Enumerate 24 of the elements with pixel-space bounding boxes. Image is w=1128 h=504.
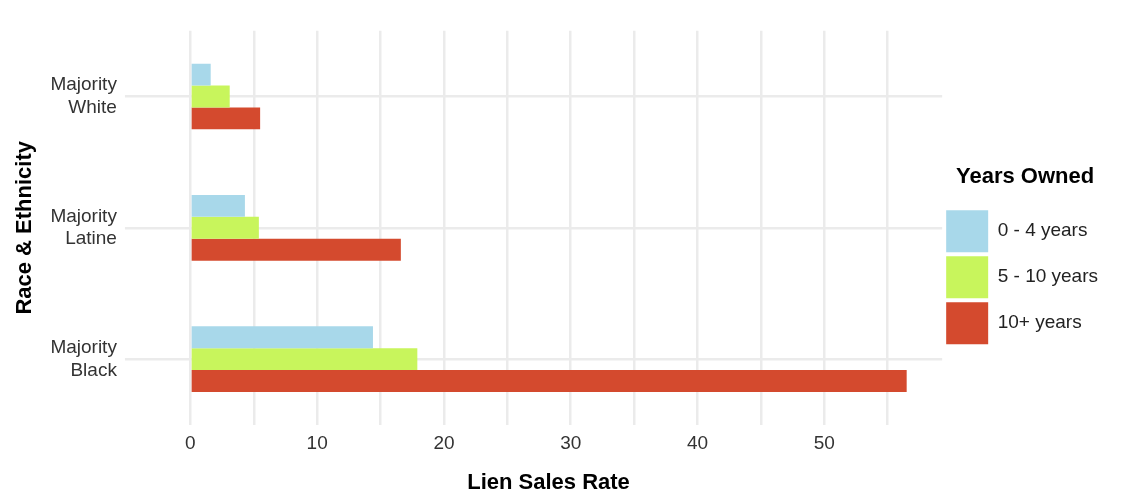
bar <box>191 85 230 108</box>
x-tick-label: 50 <box>813 432 835 454</box>
y-axis-title: Race & Ethnicity <box>11 140 37 315</box>
bar <box>191 107 261 130</box>
x-tick-label: 20 <box>433 432 455 454</box>
bar <box>191 216 259 239</box>
bar <box>191 194 245 217</box>
bar <box>191 370 907 392</box>
bar <box>191 326 373 349</box>
legend-label: 10+ years <box>997 311 1082 333</box>
legend-title: Years Owned <box>955 162 1095 188</box>
bar <box>191 348 418 371</box>
bar <box>191 63 211 86</box>
x-tick-label: 0 <box>185 432 196 454</box>
x-tick-label: 40 <box>686 432 709 454</box>
x-axis-title: Lien Sales Rate <box>467 468 630 494</box>
y-tick-label: Majority Black <box>50 335 118 380</box>
x-tick-label: 10 <box>306 432 328 454</box>
y-tick-label: Majority Latine <box>50 204 118 249</box>
y-tick-label: Majority White <box>50 73 118 118</box>
legend-label: 5 - 10 years <box>997 265 1098 287</box>
legend-label: 0 - 4 years <box>997 219 1088 241</box>
x-tick-label: 30 <box>560 432 582 454</box>
bar <box>191 238 401 261</box>
